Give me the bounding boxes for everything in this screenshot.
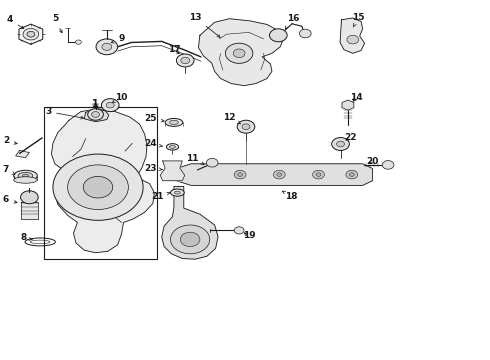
- Circle shape: [242, 124, 250, 130]
- Circle shape: [273, 170, 285, 179]
- Text: 17: 17: [168, 45, 180, 54]
- Circle shape: [234, 170, 246, 179]
- Polygon shape: [19, 24, 43, 44]
- Circle shape: [346, 170, 358, 179]
- Circle shape: [332, 138, 349, 150]
- Circle shape: [313, 170, 324, 179]
- Polygon shape: [16, 150, 29, 158]
- Circle shape: [349, 173, 354, 176]
- Circle shape: [270, 29, 287, 42]
- Ellipse shape: [166, 144, 178, 150]
- Circle shape: [171, 225, 210, 254]
- Circle shape: [75, 40, 81, 44]
- Circle shape: [347, 35, 359, 44]
- Circle shape: [234, 227, 244, 234]
- Polygon shape: [21, 202, 38, 219]
- Circle shape: [83, 176, 113, 198]
- Ellipse shape: [14, 177, 37, 183]
- Circle shape: [88, 109, 103, 120]
- Ellipse shape: [171, 189, 184, 196]
- Text: 12: 12: [223, 112, 241, 124]
- Text: 21: 21: [151, 192, 170, 201]
- Polygon shape: [84, 109, 109, 122]
- Text: 2: 2: [3, 136, 17, 145]
- Text: 15: 15: [352, 13, 365, 27]
- Circle shape: [180, 232, 200, 247]
- Text: 7: 7: [2, 165, 15, 174]
- Circle shape: [337, 141, 344, 147]
- Circle shape: [299, 29, 311, 38]
- Circle shape: [237, 120, 255, 133]
- Text: 1: 1: [92, 99, 99, 109]
- Text: 20: 20: [366, 157, 379, 166]
- Circle shape: [176, 54, 194, 67]
- Text: 19: 19: [243, 231, 255, 240]
- Text: 10: 10: [112, 94, 128, 102]
- Circle shape: [23, 28, 39, 40]
- Text: 24: 24: [145, 139, 163, 148]
- Circle shape: [96, 39, 118, 55]
- Polygon shape: [342, 100, 354, 110]
- Polygon shape: [198, 19, 283, 86]
- Text: 9: 9: [111, 34, 125, 43]
- Ellipse shape: [165, 118, 183, 126]
- Text: 18: 18: [282, 191, 298, 201]
- Polygon shape: [340, 18, 365, 53]
- Circle shape: [277, 173, 282, 176]
- Text: 23: 23: [145, 164, 163, 173]
- Text: 4: 4: [6, 15, 24, 29]
- Text: 5: 5: [52, 14, 62, 33]
- Text: 13: 13: [189, 13, 220, 37]
- Circle shape: [21, 191, 38, 204]
- Circle shape: [233, 49, 245, 58]
- Circle shape: [68, 165, 128, 210]
- Text: 3: 3: [45, 107, 84, 119]
- Circle shape: [106, 102, 114, 108]
- Bar: [44, 107, 157, 259]
- Text: 25: 25: [145, 114, 164, 123]
- Text: 22: 22: [344, 133, 357, 142]
- Circle shape: [181, 57, 190, 64]
- Text: 8: 8: [21, 233, 32, 242]
- Circle shape: [206, 158, 218, 167]
- Circle shape: [53, 154, 143, 220]
- Polygon shape: [160, 161, 185, 181]
- Circle shape: [316, 173, 321, 176]
- Circle shape: [238, 173, 243, 176]
- Ellipse shape: [18, 172, 33, 179]
- Circle shape: [102, 43, 112, 50]
- Circle shape: [101, 99, 119, 112]
- Ellipse shape: [14, 170, 37, 181]
- Ellipse shape: [170, 145, 175, 148]
- Text: 14: 14: [350, 94, 363, 102]
- Circle shape: [382, 161, 394, 169]
- Text: 11: 11: [186, 154, 204, 165]
- Text: 16: 16: [285, 14, 299, 29]
- Ellipse shape: [23, 174, 28, 177]
- Polygon shape: [51, 109, 154, 253]
- Text: 6: 6: [3, 195, 17, 204]
- Circle shape: [225, 43, 253, 63]
- Polygon shape: [162, 186, 218, 259]
- Polygon shape: [176, 164, 372, 185]
- Circle shape: [27, 31, 35, 37]
- Ellipse shape: [170, 120, 178, 125]
- Circle shape: [92, 112, 99, 117]
- Ellipse shape: [174, 191, 180, 194]
